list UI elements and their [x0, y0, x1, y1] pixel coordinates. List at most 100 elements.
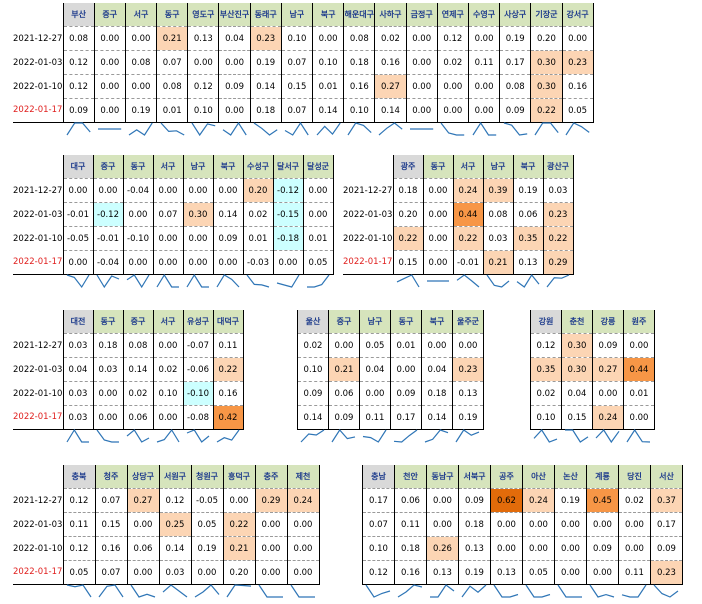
value-cell: 0.02: [152, 357, 184, 382]
value-cell: 0.00: [586, 512, 619, 537]
table-row: 0.14 0.09 0.11 0.17 0.14 0.19: [297, 405, 484, 430]
value-cell: 0.08: [122, 333, 154, 358]
sparkline-path: [316, 122, 341, 136]
value-cell: 0.00: [467, 98, 501, 123]
value-cell: 0.07: [94, 560, 128, 585]
district-header: 논산: [554, 465, 587, 489]
value-cell: 0.00: [93, 74, 126, 99]
district-header: 북구: [311, 3, 345, 27]
value-cell: 0.05: [561, 98, 594, 123]
value-cell: 0.10: [362, 536, 395, 561]
district-header: 서원구: [158, 465, 192, 489]
sparkline-path: [621, 584, 647, 598]
date-label: 2022-01-03: [13, 357, 64, 382]
table-row: 0.12 0.16 0.13 0.19 0.13 0.05 0.00 0.00 0.11 0.23: [362, 560, 683, 585]
value-cell: 0.14: [158, 536, 192, 561]
district-header: 중구: [93, 3, 126, 27]
district-header: 서구: [152, 310, 184, 334]
corner-cell: [13, 310, 64, 334]
table-row: 0.35 0.30 0.27 0.44: [530, 357, 655, 382]
price-change-table: 대구 중구 동구 서구 남구 북구 수성구 달서구 달성군 2021-12-27 0.00 0.00-…: [13, 155, 334, 275]
sparkline: [160, 122, 185, 136]
value-cell: 0.37: [650, 488, 683, 513]
value-cell: -0.04: [92, 250, 124, 275]
sparkline-path: [397, 584, 423, 598]
sparkline-path: [424, 429, 449, 443]
sparkline-path: [216, 274, 240, 288]
sparkline-path: [160, 122, 185, 136]
date-label: 2022-01-03: [343, 202, 394, 227]
value-cell: 0.16: [561, 74, 594, 99]
value-cell: 0.13: [490, 560, 523, 585]
value-cell: 0.16: [94, 536, 128, 561]
value-cell: 0.00: [62, 250, 94, 275]
region-header: 충남: [362, 465, 395, 489]
value-cell: 0.62: [490, 488, 523, 513]
latest-date-label: 2022-01-17: [343, 250, 394, 275]
value-cell: 0.19: [512, 178, 544, 203]
table-row: 2021-12-27 0.18 0.00 0.24 0.39 0.19 0.03: [343, 178, 574, 203]
value-cell: 0.00: [405, 50, 438, 75]
value-cell: 0.24: [592, 405, 624, 430]
date-label: 2021-12-27: [343, 178, 394, 203]
table-row: 2022-01-10 0.12 0.16 0.06 0.14 0.19 0.21 0.00 0.…: [13, 536, 320, 561]
value-cell: 0.21: [222, 536, 256, 561]
table-row: 2022-01-03 0.11 0.15 0.00 0.25 0.05 0.22 0.00 0.…: [13, 512, 320, 537]
value-cell: 0.00: [93, 26, 126, 51]
district-header: 동구: [422, 155, 454, 179]
district-header: 유성구: [182, 310, 214, 334]
value-cell: 0.21: [328, 357, 360, 382]
district-header: 대덕구: [212, 310, 244, 334]
sparkline-path: [493, 584, 519, 598]
date-label: 2021-12-27: [13, 333, 64, 358]
value-cell: 0.30: [561, 357, 593, 382]
value-cell: 0.12: [158, 488, 192, 513]
sparkline: [186, 273, 209, 288]
sparkline-path: [455, 429, 480, 443]
value-cell: 0.07: [156, 50, 189, 75]
value-cell: 0.19: [249, 50, 282, 75]
table-row: 2021-12-27 0.03 0.18 0.08 0.00 -0.07 0.11: [13, 333, 244, 358]
sparkline: [307, 274, 330, 288]
value-cell: 0.20: [530, 26, 563, 51]
sparkline: [493, 584, 519, 598]
value-cell: 0.13: [458, 536, 491, 561]
value-cell: 0.13: [426, 560, 459, 585]
value-cell: 0.14: [212, 202, 244, 227]
table-row: 2022-01-10 -0.05 -0.01 -0.10 0.00 0.00 0.09 0.0…: [13, 226, 334, 251]
district-header: 흥덕구: [222, 465, 256, 489]
value-cell: 0.00: [522, 536, 555, 561]
latest-date-label: 2022-01-17: [13, 98, 64, 123]
district-header: 사상구: [499, 3, 532, 27]
value-cell: 0.00: [467, 26, 501, 51]
value-cell: 0.11: [394, 512, 427, 537]
value-cell: 0.03: [62, 381, 94, 406]
region-header: 부산: [62, 3, 95, 27]
value-cell: 0.06: [122, 405, 154, 430]
value-cell: 0.10: [280, 26, 314, 51]
value-cell: 0.03: [62, 333, 94, 358]
value-cell: 0.19: [190, 536, 224, 561]
value-cell: 0.00: [554, 560, 587, 585]
value-cell: 0.14: [421, 405, 453, 430]
table-row: 2021-12-27 0.12 0.07 0.27 0.12 -0.05 0.00 0.29 0…: [13, 488, 320, 513]
district-header: 동남구: [426, 465, 459, 489]
value-cell: -0.01: [92, 226, 124, 251]
value-cell: 0.00: [218, 98, 251, 123]
value-cell: 0.00: [359, 381, 391, 406]
district-header: 남구: [482, 155, 514, 179]
value-cell: 0.02: [618, 488, 651, 513]
value-cell: 0.06: [512, 202, 544, 227]
value-cell: 0.00: [93, 50, 126, 75]
district-header: 아산: [522, 465, 555, 489]
date-label: 2021-12-27: [13, 178, 64, 203]
sparkline-path: [285, 121, 310, 136]
district-header: 금정구: [405, 3, 438, 27]
value-cell: 0.45: [586, 488, 619, 513]
value-cell: 0.00: [586, 560, 619, 585]
value-cell: 0.13: [187, 26, 220, 51]
sparkline: [557, 584, 582, 598]
value-cell: 0.35: [512, 226, 544, 251]
value-cell: 0.14: [374, 98, 407, 123]
sparkline: [461, 584, 487, 598]
